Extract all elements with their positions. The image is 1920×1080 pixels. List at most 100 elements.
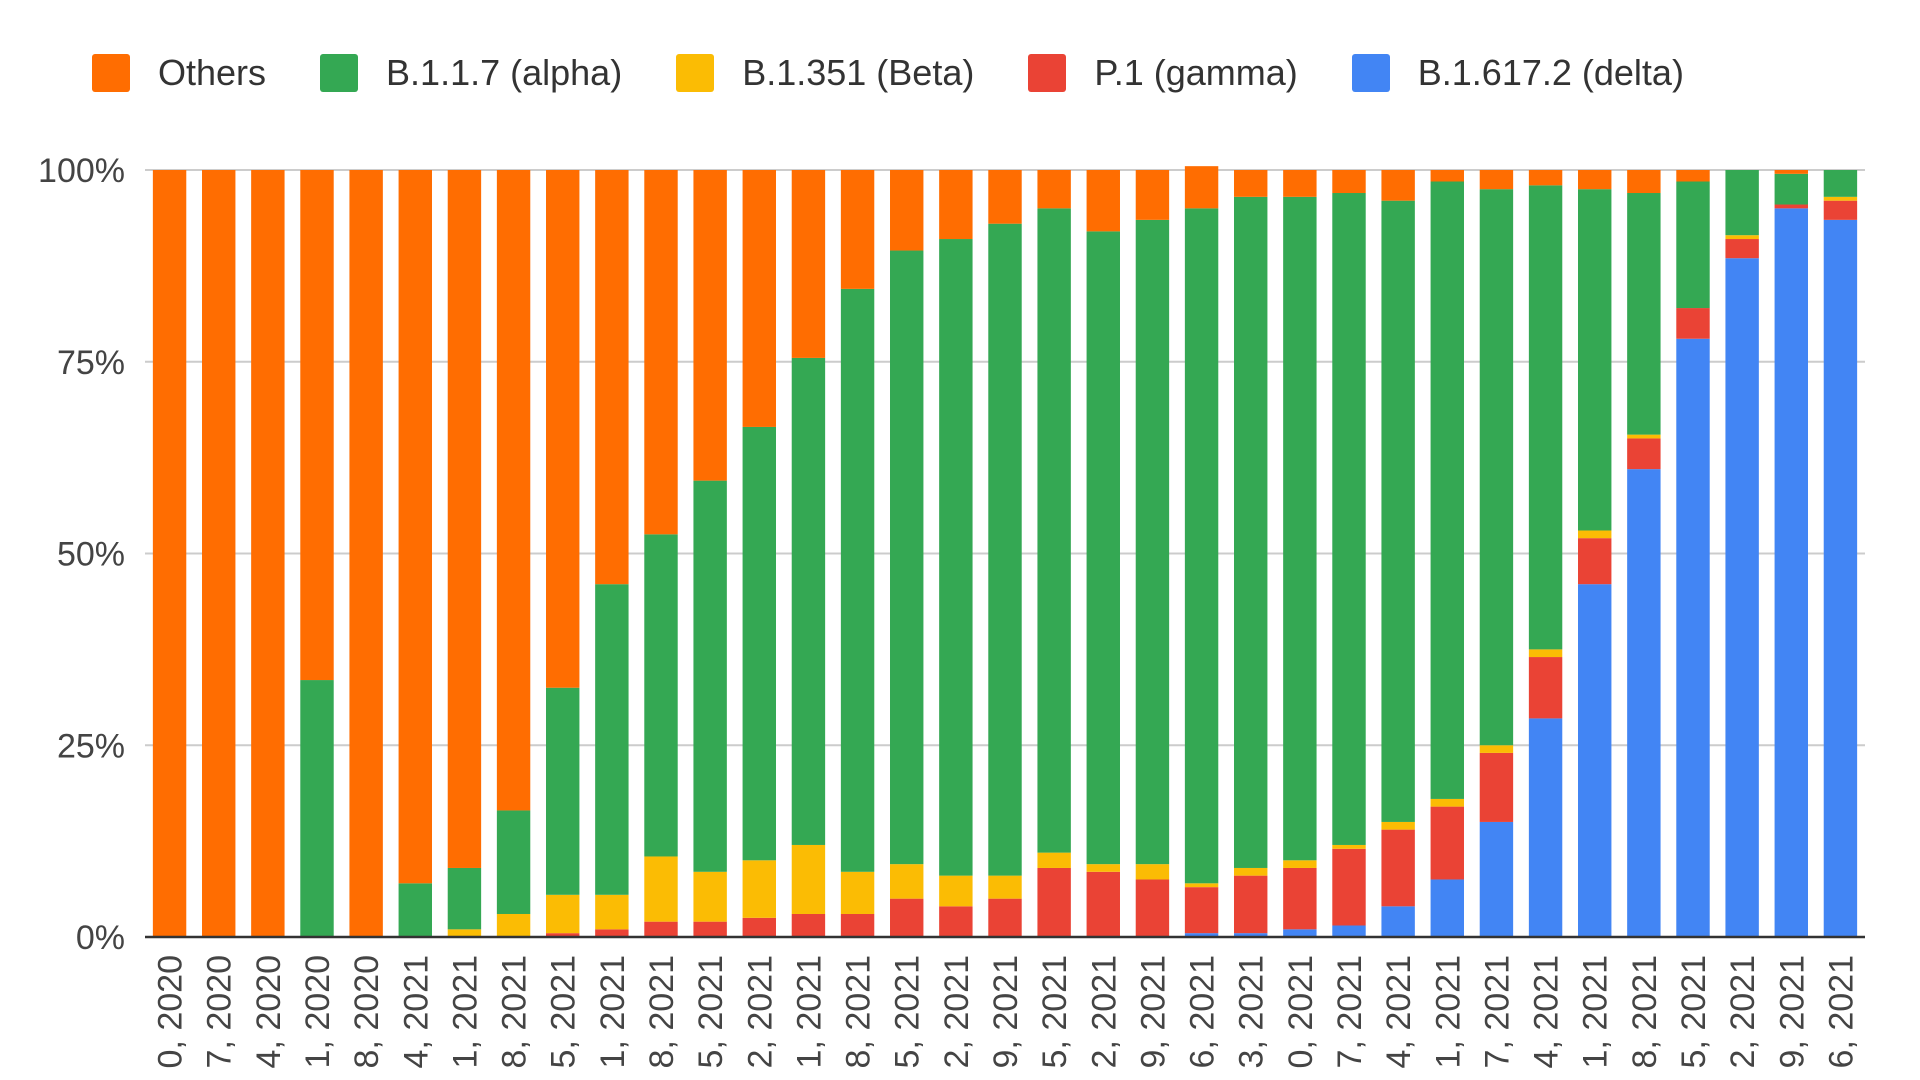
bar-segment-b-1-351-beta[interactable] — [1479, 745, 1514, 753]
legend-item-p-1-gamma[interactable]: P.1 (gamma) — [1028, 52, 1298, 94]
bar-segment-b-1-1-7-alpha[interactable] — [1135, 219, 1170, 865]
bar-segment-p-1-gamma[interactable] — [1774, 204, 1808, 209]
bar-segment-others[interactable] — [1479, 170, 1514, 190]
bar-segment-b-1-351-beta[interactable] — [840, 871, 875, 914]
bar-segment-b-1-617-2-delta[interactable] — [1676, 338, 1710, 937]
bar-segment-b-1-351-beta[interactable] — [1430, 798, 1464, 807]
bar-segment-others[interactable] — [840, 170, 875, 289]
bar-segment-b-1-351-beta[interactable] — [1381, 821, 1415, 830]
bar-segment-b-1-351-beta[interactable] — [644, 856, 678, 922]
bar-segment-b-1-351-beta[interactable] — [1823, 196, 1858, 201]
bar-segment-p-1-gamma[interactable] — [1578, 538, 1612, 585]
bar-segment-p-1-gamma[interactable] — [1381, 829, 1415, 907]
bar-segment-b-1-617-2-delta[interactable] — [1774, 208, 1808, 938]
bar-segment-b-1-1-7-alpha[interactable] — [1578, 189, 1612, 531]
bar-segment-b-1-1-7-alpha[interactable] — [1283, 196, 1317, 861]
bar-segment-p-1-gamma[interactable] — [644, 921, 678, 937]
bar-segment-b-1-617-2-delta[interactable] — [1725, 258, 1759, 938]
bar-segment-b-1-1-7-alpha[interactable] — [840, 288, 875, 872]
bar-segment-b-1-617-2-delta[interactable] — [1528, 718, 1563, 937]
bar-segment-others[interactable] — [644, 170, 678, 535]
bar-segment-p-1-gamma[interactable] — [546, 933, 580, 937]
bar-segment-b-1-1-7-alpha[interactable] — [1725, 170, 1759, 236]
bar-segment-b-1-1-7-alpha[interactable] — [1528, 185, 1563, 650]
bar-segment-b-1-1-7-alpha[interactable] — [1332, 193, 1366, 845]
bar-segment-b-1-1-7-alpha[interactable] — [546, 687, 580, 895]
bar-segment-b-1-1-7-alpha[interactable] — [1430, 181, 1464, 799]
bar-segment-p-1-gamma[interactable] — [742, 917, 776, 937]
bar-segment-p-1-gamma[interactable] — [1234, 875, 1268, 934]
bar-segment-b-1-351-beta[interactable] — [1627, 434, 1661, 439]
bar-segment-b-1-617-2-delta[interactable] — [1430, 879, 1464, 937]
bar-segment-b-1-351-beta[interactable] — [1578, 530, 1612, 539]
bar-segment-b-1-351-beta[interactable] — [1086, 864, 1120, 872]
bar-segment-b-1-1-7-alpha[interactable] — [1479, 189, 1514, 746]
bar-segment-others[interactable] — [202, 170, 236, 937]
bar-segment-b-1-351-beta[interactable] — [546, 894, 580, 934]
bar-segment-p-1-gamma[interactable] — [939, 906, 973, 937]
bar-segment-b-1-617-2-delta[interactable] — [1184, 933, 1219, 937]
bar-segment-others[interactable] — [1430, 170, 1464, 182]
bar-segment-p-1-gamma[interactable] — [1332, 848, 1366, 926]
bar-segment-p-1-gamma[interactable] — [890, 898, 924, 937]
bar-segment-b-1-1-7-alpha[interactable] — [742, 426, 776, 861]
bar-segment-b-1-1-7-alpha[interactable] — [1774, 173, 1808, 205]
bar-segment-others[interactable] — [1135, 170, 1170, 220]
bar-segment-others[interactable] — [398, 170, 432, 884]
bar-segment-p-1-gamma[interactable] — [1528, 657, 1563, 719]
bar-segment-b-1-351-beta[interactable] — [693, 871, 727, 922]
bar-segment-others[interactable] — [595, 170, 629, 585]
bar-segment-b-1-351-beta[interactable] — [1283, 860, 1317, 868]
bar-segment-b-1-1-7-alpha[interactable] — [1037, 208, 1071, 853]
bar-segment-b-1-1-7-alpha[interactable] — [300, 680, 334, 937]
bar-segment-b-1-1-7-alpha[interactable] — [939, 239, 973, 876]
legend-item-others[interactable]: Others — [92, 52, 266, 94]
bar-segment-b-1-617-2-delta[interactable] — [1332, 925, 1366, 937]
bar-segment-b-1-1-7-alpha[interactable] — [693, 480, 727, 872]
bar-segment-b-1-617-2-delta[interactable] — [1479, 821, 1514, 937]
bar-segment-b-1-351-beta[interactable] — [595, 894, 629, 930]
legend-item-b-1-351-beta[interactable]: B.1.351 (Beta) — [676, 52, 974, 94]
bar-segment-b-1-351-beta[interactable] — [1725, 235, 1759, 240]
bar-segment-p-1-gamma[interactable] — [693, 921, 727, 937]
bar-segment-b-1-351-beta[interactable] — [1184, 883, 1219, 888]
bar-segment-b-1-617-2-delta[interactable] — [1381, 906, 1415, 937]
bar-segment-b-1-617-2-delta[interactable] — [1283, 929, 1317, 937]
bar-segment-p-1-gamma[interactable] — [791, 913, 826, 937]
bar-segment-p-1-gamma[interactable] — [1135, 879, 1170, 937]
bar-segment-p-1-gamma[interactable] — [1823, 200, 1858, 220]
bar-segment-others[interactable] — [1676, 170, 1710, 182]
bar-segment-b-1-351-beta[interactable] — [1135, 864, 1170, 880]
bar-segment-b-1-1-7-alpha[interactable] — [1184, 208, 1219, 884]
bar-segment-others[interactable] — [1332, 170, 1366, 194]
bar-segment-others[interactable] — [349, 170, 383, 937]
bar-segment-others[interactable] — [1528, 170, 1563, 186]
bar-segment-others[interactable] — [890, 170, 924, 251]
bar-segment-others[interactable] — [988, 170, 1022, 224]
bar-segment-b-1-1-7-alpha[interactable] — [890, 250, 924, 865]
bar-segment-b-1-1-7-alpha[interactable] — [791, 357, 826, 845]
bar-segment-others[interactable] — [1627, 170, 1661, 194]
bar-segment-b-1-1-7-alpha[interactable] — [644, 534, 678, 857]
bar-segment-b-1-1-7-alpha[interactable] — [496, 810, 531, 914]
bar-segment-b-1-1-7-alpha[interactable] — [595, 584, 629, 895]
bar-segment-others[interactable] — [939, 170, 973, 240]
bar-segment-b-1-1-7-alpha[interactable] — [447, 867, 482, 930]
bar-segment-p-1-gamma[interactable] — [1086, 871, 1120, 937]
bar-segment-b-1-1-7-alpha[interactable] — [1086, 231, 1120, 865]
bar-segment-p-1-gamma[interactable] — [1037, 867, 1071, 937]
bar-segment-b-1-1-7-alpha[interactable] — [1381, 200, 1415, 822]
bar-segment-others[interactable] — [1184, 166, 1219, 209]
bar-segment-others[interactable] — [1086, 170, 1120, 232]
bar-segment-others[interactable] — [1774, 170, 1808, 174]
bar-segment-others[interactable] — [251, 170, 285, 937]
legend-item-b-1-1-7-alpha[interactable]: B.1.1.7 (alpha) — [320, 52, 622, 94]
bar-segment-p-1-gamma[interactable] — [595, 929, 629, 937]
bar-segment-others[interactable] — [300, 170, 334, 681]
bar-segment-others[interactable] — [1283, 170, 1317, 197]
bar-segment-others[interactable] — [546, 170, 580, 688]
bar-segment-p-1-gamma[interactable] — [840, 913, 875, 937]
bar-segment-p-1-gamma[interactable] — [1479, 752, 1514, 822]
bar-segment-p-1-gamma[interactable] — [988, 898, 1022, 937]
bar-segment-b-1-617-2-delta[interactable] — [1234, 933, 1268, 937]
